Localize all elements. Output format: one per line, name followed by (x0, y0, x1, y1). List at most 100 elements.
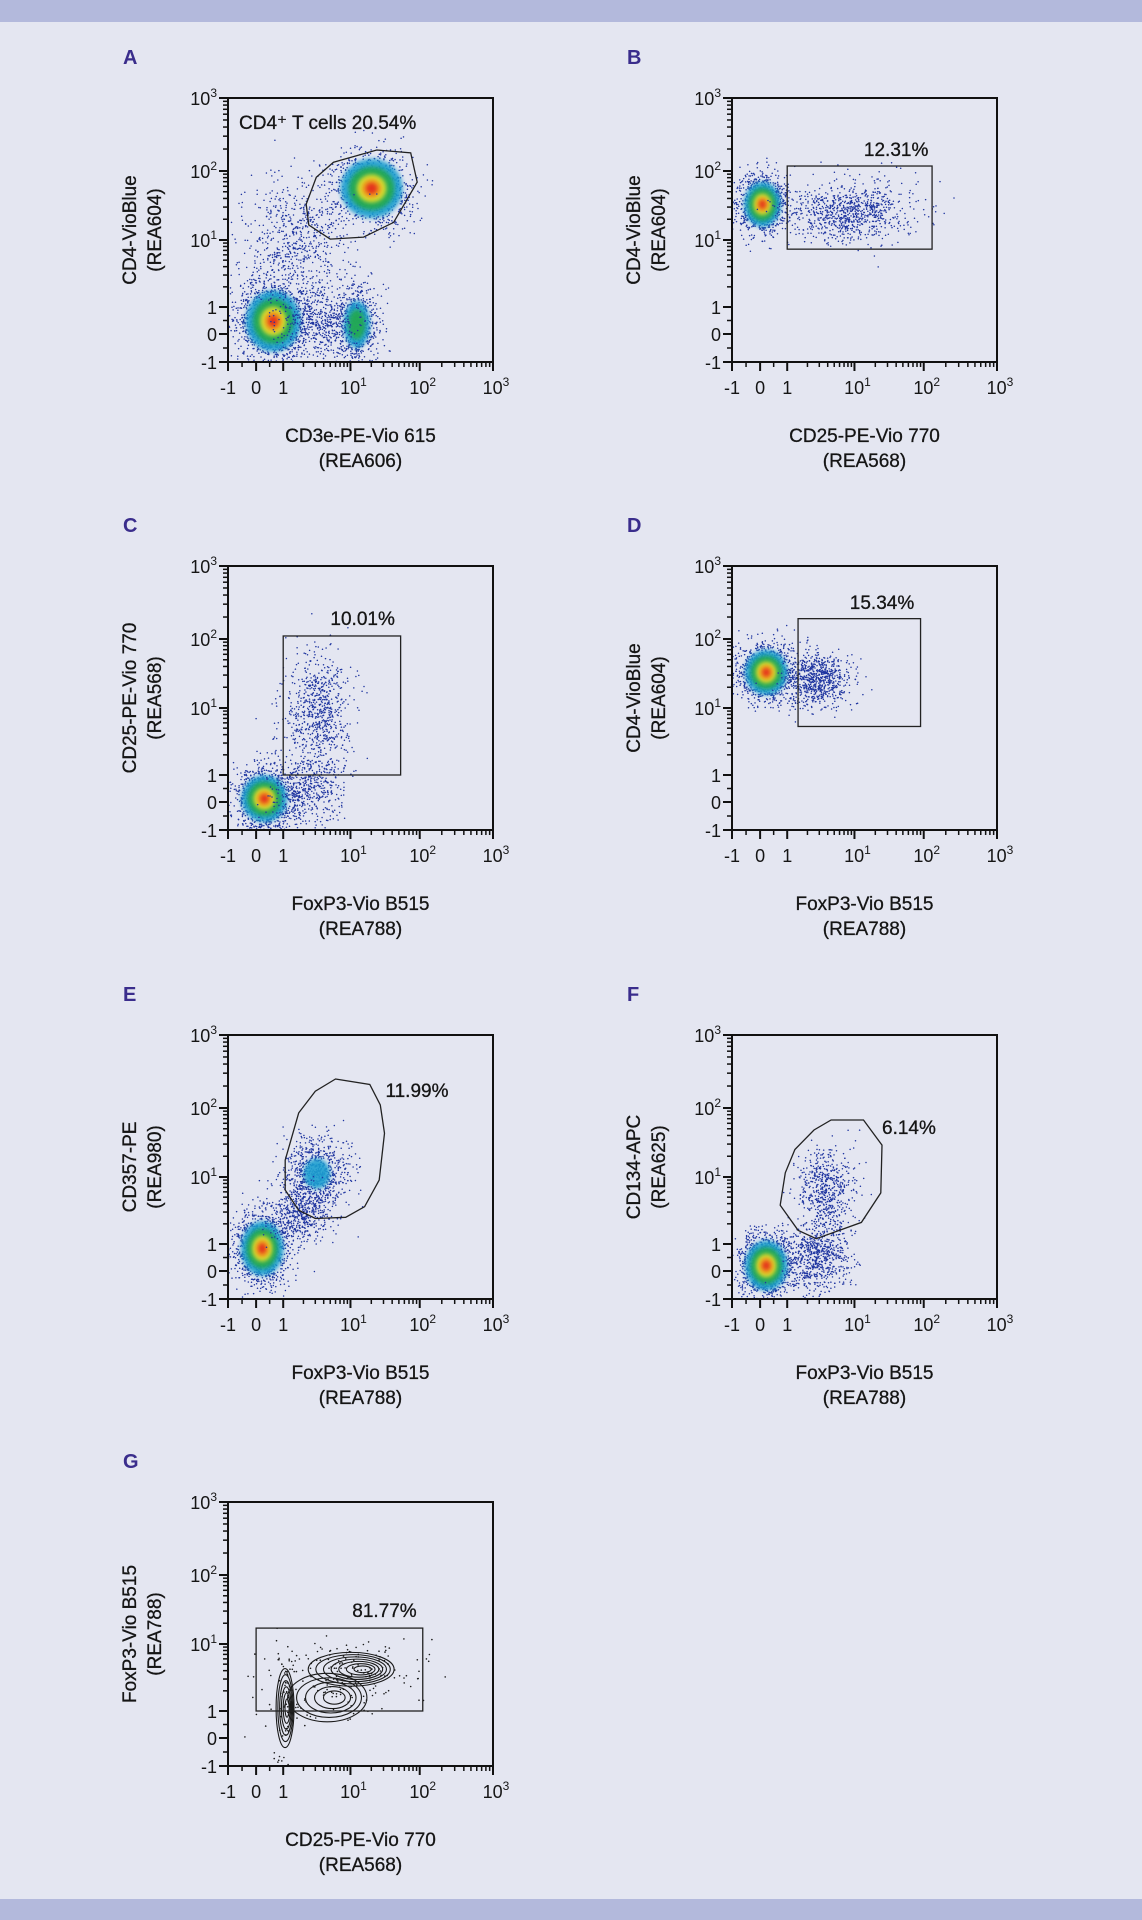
event-dot (319, 311, 322, 313)
event-dot (375, 336, 377, 338)
event-dot (347, 320, 349, 323)
event-dot (300, 318, 303, 321)
event-dot (273, 351, 275, 354)
event-dot (299, 230, 302, 233)
event-dot (350, 352, 352, 355)
event-dot (293, 251, 296, 254)
event-dot (322, 357, 325, 360)
event-dot (287, 213, 290, 216)
event-dot (263, 199, 265, 201)
event-dot (348, 162, 351, 165)
event-dot (286, 202, 288, 204)
event-dot (329, 252, 331, 255)
event-dot (381, 320, 384, 322)
event-dot (361, 294, 364, 297)
event-dot (251, 354, 253, 356)
event-dot (321, 297, 324, 300)
event-dot (291, 374, 293, 376)
event-dot (307, 324, 309, 326)
event-dot (246, 347, 249, 350)
event-dot (375, 348, 378, 350)
event-dot (422, 174, 425, 176)
event-dot (295, 363, 297, 365)
event-dot (296, 188, 299, 190)
event-dot (259, 349, 261, 351)
event-dot (293, 323, 295, 326)
event-dot (310, 338, 313, 340)
event-dot (274, 206, 277, 208)
event-dot (314, 347, 316, 350)
event-dot (341, 162, 343, 164)
event-dot (253, 266, 256, 269)
event-dot (349, 147, 352, 149)
event-dot (334, 304, 336, 307)
event-dot (281, 336, 283, 339)
event-dot (330, 344, 332, 346)
event-dot (297, 291, 300, 294)
event-dot (260, 298, 262, 301)
event-dot (282, 359, 284, 361)
event-dot (273, 181, 275, 183)
event-dot (780, 219, 782, 222)
event-dot (753, 234, 756, 237)
event-dot (275, 195, 277, 198)
event-dot (353, 283, 356, 285)
event-dot (252, 284, 255, 286)
event-dot (291, 255, 294, 258)
event-dot (342, 164, 344, 166)
event-dot (311, 315, 314, 318)
event-dot (340, 209, 343, 212)
event-dot (228, 315, 231, 317)
event-dot (785, 184, 787, 187)
event-dot (320, 184, 323, 186)
event-dot (299, 309, 302, 311)
event-dot (247, 286, 250, 288)
event-dot (347, 304, 349, 306)
event-dot (379, 307, 382, 310)
event-dot (331, 211, 334, 214)
event-dot (293, 270, 296, 272)
event-dot (253, 359, 255, 362)
event-dot (320, 242, 322, 245)
event-dot (229, 293, 232, 295)
event-dot (240, 206, 243, 208)
event-dot (262, 286, 265, 289)
event-dot (306, 222, 308, 224)
event-dot (411, 211, 414, 213)
event-dot (265, 247, 268, 250)
event-dot (303, 325, 306, 328)
event-dot (303, 208, 305, 211)
event-dot (255, 282, 257, 284)
event-dot (343, 207, 345, 210)
event-dot (315, 245, 318, 247)
event-dot (276, 221, 278, 224)
event-dot (748, 227, 750, 230)
event-dot (278, 229, 280, 231)
event-dot (401, 228, 404, 230)
event-dot (364, 320, 367, 322)
event-dot (290, 358, 293, 361)
event-dot (361, 286, 363, 288)
event-dot (252, 286, 254, 288)
event-dot (247, 359, 250, 361)
event-dot (389, 246, 391, 248)
event-dot (285, 206, 287, 209)
event-dot (321, 321, 323, 323)
event-dot (342, 259, 344, 262)
y-tick-label: 103 (190, 86, 217, 109)
event-dot (282, 289, 284, 292)
event-dot (377, 220, 379, 223)
event-dot (748, 178, 750, 180)
event-dot (314, 224, 316, 226)
event-dot (256, 240, 259, 243)
event-dot (329, 206, 331, 209)
event-dot (320, 290, 322, 292)
event-dot (285, 306, 288, 309)
event-dot (342, 336, 344, 339)
event-dot (309, 296, 312, 299)
event-dot (287, 190, 289, 192)
event-dot (295, 199, 298, 202)
event-dot (331, 175, 333, 177)
event-dot (236, 261, 239, 264)
event-dot (763, 240, 766, 242)
